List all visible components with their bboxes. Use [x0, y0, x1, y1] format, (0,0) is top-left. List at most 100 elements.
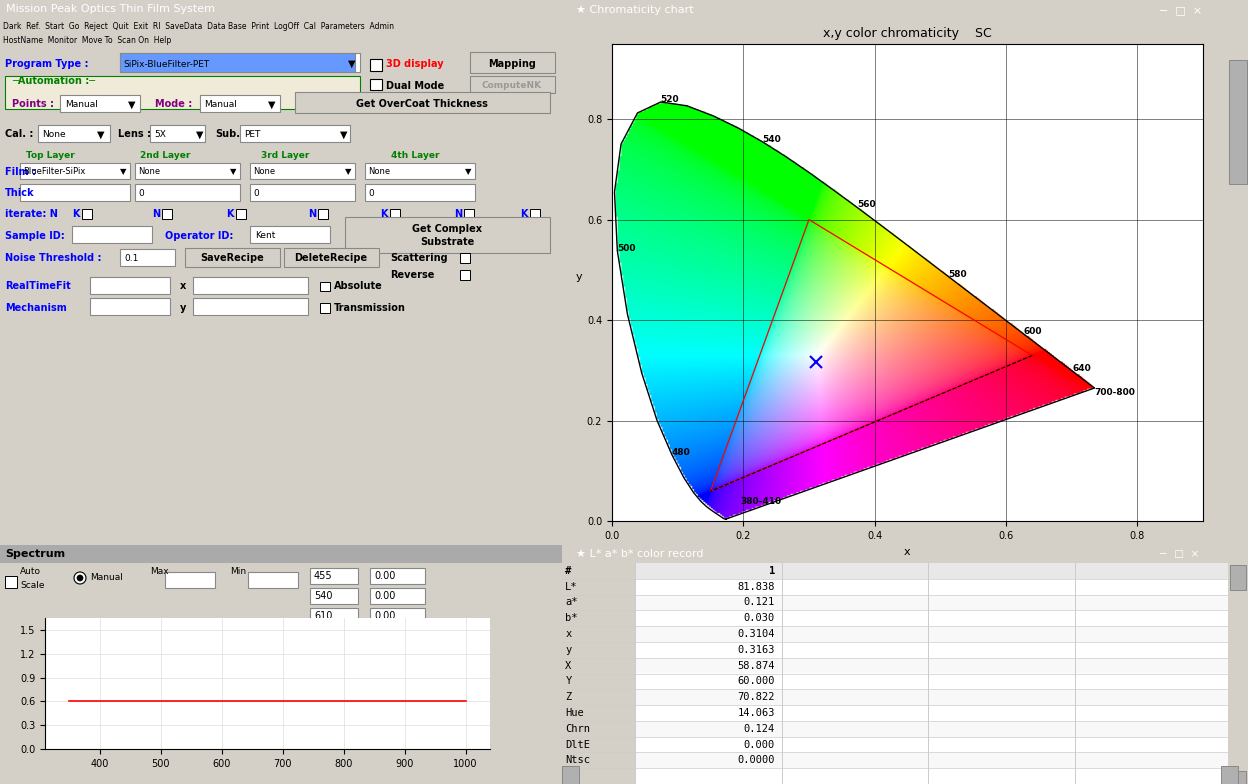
Bar	[470, 76, 555, 93]
Y-axis label: y: y	[575, 273, 582, 282]
Text: Manual: Manual	[90, 574, 122, 583]
Bar	[562, 658, 1228, 673]
Bar	[90, 299, 170, 315]
Text: 0.121: 0.121	[744, 597, 775, 608]
Text: Ntsc: Ntsc	[565, 755, 590, 765]
Text: ▼: ▼	[97, 129, 105, 140]
Text: 3rd Layer: 3rd Layer	[261, 151, 310, 159]
Text: 1: 1	[769, 566, 775, 576]
Bar	[562, 673, 1228, 689]
Bar	[1229, 60, 1247, 183]
Text: X: X	[565, 661, 572, 670]
Text: K: K	[72, 209, 80, 219]
Text: 0: 0	[253, 189, 258, 198]
Circle shape	[74, 572, 86, 584]
Bar	[90, 277, 170, 294]
Bar	[135, 162, 240, 180]
Bar	[562, 594, 1228, 611]
Text: 0.3104: 0.3104	[738, 629, 775, 639]
Text: −  □  ×: − □ ×	[1159, 5, 1202, 15]
Bar	[310, 568, 358, 584]
Bar	[562, 563, 1228, 579]
Text: Chrn: Chrn	[565, 724, 590, 734]
Text: Sub.: Sub.	[215, 129, 240, 140]
Bar	[285, 248, 379, 267]
Text: x: x	[565, 629, 572, 639]
Bar	[236, 209, 246, 219]
Text: b*: b*	[565, 613, 578, 623]
Text: 0.3163: 0.3163	[738, 644, 775, 655]
Text: HostName  Monitor  Move To  Scan On  Help: HostName Monitor Move To Scan On Help	[2, 36, 171, 45]
Bar	[162, 209, 172, 219]
Bar	[562, 705, 1228, 720]
Bar	[562, 768, 1228, 784]
Bar	[150, 125, 205, 142]
Bar	[369, 79, 382, 90]
Text: 0.030: 0.030	[744, 613, 775, 623]
Text: ▼: ▼	[230, 167, 237, 176]
Text: 0.1: 0.1	[124, 254, 139, 263]
Bar	[310, 608, 358, 624]
Bar	[369, 60, 382, 71]
Text: ▼: ▼	[120, 167, 126, 176]
Text: Min: Min	[230, 568, 246, 576]
Text: Top Layer: Top Layer	[26, 151, 75, 159]
Text: L*: L*	[565, 582, 578, 592]
Text: ★ Chromaticity chart: ★ Chromaticity chart	[575, 5, 694, 15]
Circle shape	[77, 575, 84, 581]
Bar	[389, 209, 401, 219]
Text: #: #	[565, 566, 572, 576]
Text: 4th Layer: 4th Layer	[391, 151, 439, 159]
Text: 455: 455	[314, 571, 333, 581]
Text: 2nd Layer: 2nd Layer	[140, 151, 190, 159]
Text: ─Automation :─: ─Automation :─	[12, 76, 95, 86]
Text: x: x	[180, 281, 186, 291]
Bar	[562, 766, 579, 784]
Text: Points :: Points :	[12, 100, 54, 110]
Text: Operator ID:: Operator ID:	[165, 230, 233, 241]
Bar	[135, 184, 240, 201]
Bar	[240, 125, 349, 142]
Bar	[464, 209, 474, 219]
Bar	[250, 184, 354, 201]
Text: Mission Peak Optics Thin Film System: Mission Peak Optics Thin Film System	[6, 3, 215, 13]
Bar	[562, 658, 635, 673]
Bar	[530, 209, 540, 219]
Bar	[82, 209, 92, 219]
Bar	[200, 95, 280, 112]
Bar	[319, 281, 329, 291]
Text: Noise Threshold :: Noise Threshold :	[5, 253, 101, 263]
Bar	[562, 626, 1228, 642]
Text: 0.00: 0.00	[374, 591, 396, 601]
Text: 540: 540	[763, 135, 781, 144]
Bar	[120, 249, 175, 266]
Bar	[185, 248, 280, 267]
Text: ▼: ▼	[339, 129, 347, 140]
Text: ▼: ▼	[129, 100, 136, 110]
Bar	[120, 53, 354, 71]
Text: 600: 600	[1023, 327, 1042, 336]
Text: RealTimeFit: RealTimeFit	[5, 281, 71, 291]
Text: 0: 0	[368, 189, 373, 198]
Bar	[1231, 565, 1246, 590]
Bar	[562, 705, 635, 720]
Text: Kent: Kent	[255, 231, 276, 240]
Text: DltE: DltE	[565, 739, 590, 750]
Text: Get OverCoat Thickness: Get OverCoat Thickness	[356, 100, 488, 110]
Text: Y: Y	[565, 677, 572, 687]
Text: 81.838: 81.838	[738, 582, 775, 592]
Text: ▼: ▼	[466, 167, 472, 176]
Text: Mode :: Mode :	[155, 100, 192, 110]
X-axis label: x: x	[904, 546, 911, 557]
Bar	[1231, 771, 1246, 784]
Text: SaveRecipe: SaveRecipe	[200, 253, 263, 263]
Bar	[369, 608, 426, 624]
Bar	[20, 162, 130, 180]
Bar	[344, 217, 550, 252]
Text: 560: 560	[857, 200, 876, 209]
Bar	[5, 576, 17, 588]
Title: x,y color chromaticity    SC: x,y color chromaticity SC	[824, 27, 992, 39]
Text: 0.00: 0.00	[374, 571, 396, 581]
Bar	[562, 642, 1228, 658]
Bar	[310, 588, 358, 604]
